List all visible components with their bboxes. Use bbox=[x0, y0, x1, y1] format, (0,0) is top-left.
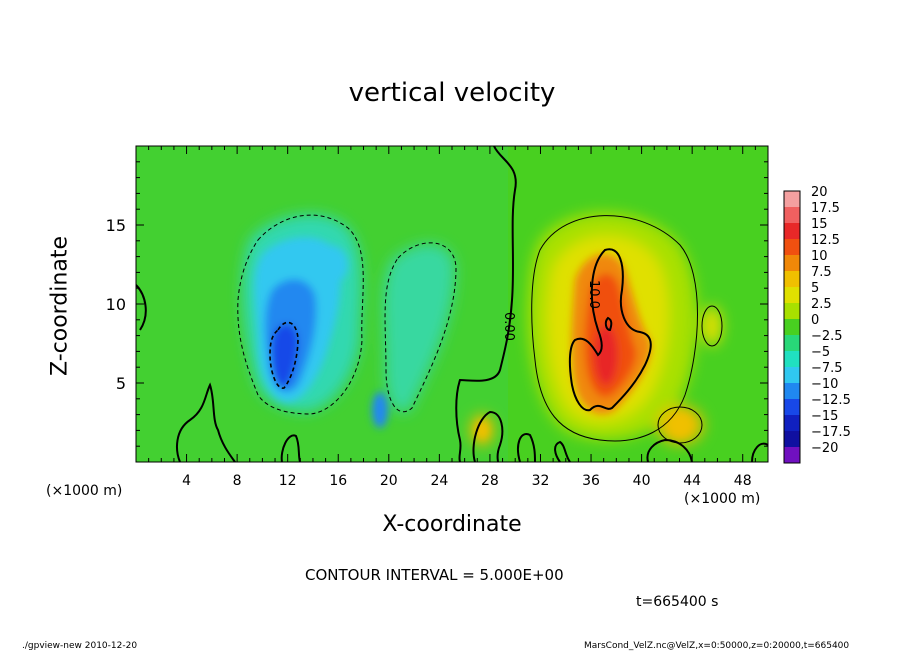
contour-label-10: 10.0 bbox=[586, 280, 601, 309]
y-tick-label: 15 bbox=[106, 216, 126, 235]
x-tick-label: 40 bbox=[633, 473, 651, 489]
field-layer bbox=[136, 146, 768, 462]
contour-10 bbox=[568, 248, 652, 412]
contour-neg5 bbox=[237, 214, 457, 415]
colorbar-swatch bbox=[784, 415, 800, 432]
contour-neg10 bbox=[269, 321, 299, 389]
colorbar-label: 0 bbox=[811, 313, 819, 328]
colorbar-label: 12.5 bbox=[811, 233, 840, 248]
colorbar-swatch bbox=[784, 255, 800, 272]
colorbar-swatch bbox=[784, 431, 800, 448]
x-axis-label: X-coordinate bbox=[382, 512, 522, 537]
x-tick-label: 20 bbox=[380, 473, 398, 489]
x-tick-label: 36 bbox=[582, 473, 600, 489]
x-tick-label: 48 bbox=[734, 473, 752, 489]
x-tick-label: 16 bbox=[329, 473, 347, 489]
y-axis-ticks: 5 10 15 bbox=[106, 161, 768, 447]
zero-contours bbox=[136, 146, 768, 462]
colorbar-swatch bbox=[784, 207, 800, 224]
colorbar-swatch bbox=[784, 303, 800, 320]
colorbar-swatch bbox=[784, 287, 800, 304]
colorbar-label: 2.5 bbox=[811, 297, 832, 312]
colorbar-swatch bbox=[784, 271, 800, 288]
colorbar: 2017.51512.5107.552.50−2.5−5−7.5−10−12.5… bbox=[783, 185, 851, 464]
contour-label-0: 0.00 bbox=[501, 312, 516, 341]
colorbar-frame bbox=[783, 190, 801, 464]
colorbar-swatch bbox=[784, 383, 800, 400]
x-tick-label: 32 bbox=[532, 473, 550, 489]
colorbar-swatch bbox=[784, 319, 800, 336]
contour-interval-label: CONTOUR INTERVAL = 5.000E+00 bbox=[305, 566, 564, 584]
colorbar-swatch bbox=[784, 239, 800, 256]
colorbar-label: −15 bbox=[811, 409, 838, 424]
y-tick-label: 10 bbox=[106, 295, 126, 314]
colorbar-label: −2.5 bbox=[811, 329, 843, 344]
x-tick-label: 4 bbox=[182, 473, 191, 489]
colorbar-label: 20 bbox=[811, 185, 828, 200]
colorbar-label: −20 bbox=[811, 441, 838, 456]
x-unit-label-right: (×1000 m) bbox=[684, 491, 761, 507]
colorbar-label: −5 bbox=[811, 345, 830, 360]
colorbar-swatch bbox=[784, 399, 800, 416]
colorbar-swatch bbox=[784, 335, 800, 352]
colorbar-label: 10 bbox=[811, 249, 828, 264]
colorbar-label: −17.5 bbox=[811, 425, 851, 440]
x-tick-label: 24 bbox=[430, 473, 448, 489]
downdraft-core bbox=[254, 237, 388, 428]
x-unit-label-left: (×1000 m) bbox=[46, 483, 123, 499]
footer-left: ./gpview-new 2010-12-20 bbox=[22, 641, 138, 651]
colorbar-label: 17.5 bbox=[811, 201, 840, 216]
colorbar-swatch bbox=[784, 351, 800, 368]
x-tick-label: 44 bbox=[683, 473, 701, 489]
colorbar-label: −7.5 bbox=[811, 361, 843, 376]
chart-title: vertical velocity bbox=[348, 78, 556, 108]
colorbar-label: 7.5 bbox=[811, 265, 832, 280]
colorbar-swatch bbox=[784, 223, 800, 240]
contour-5 bbox=[531, 215, 723, 444]
time-label: t=665400 s bbox=[636, 594, 719, 610]
footer-right: MarsCond_VelZ.nc@VelZ,x=0:50000,z=0:2000… bbox=[584, 641, 850, 651]
x-tick-label: 12 bbox=[279, 473, 297, 489]
x-tick-label: 8 bbox=[233, 473, 242, 489]
colorbar-swatch bbox=[784, 447, 800, 464]
colorbar-swatch bbox=[784, 367, 800, 384]
x-tick-label: 28 bbox=[481, 473, 499, 489]
x-axis-ticks: 4 8 12 16 20 24 28 32 36 40 44 48 bbox=[148, 146, 756, 489]
colorbar-label: 5 bbox=[811, 281, 819, 296]
y-tick-label: 5 bbox=[116, 374, 126, 393]
colorbar-label: −12.5 bbox=[811, 393, 851, 408]
colorbar-label: 15 bbox=[811, 217, 828, 232]
colorbar-label: −10 bbox=[811, 377, 838, 392]
colorbar-swatch bbox=[784, 191, 800, 208]
